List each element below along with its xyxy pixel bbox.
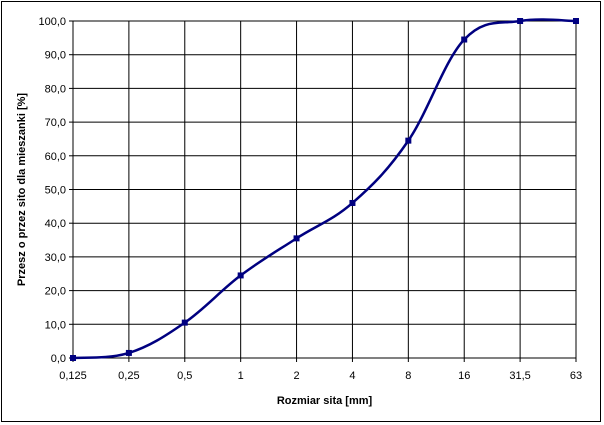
data-point-marker xyxy=(70,355,76,361)
series-line xyxy=(72,18,577,360)
data-point-marker xyxy=(461,36,468,43)
x-tick-label: 63 xyxy=(570,370,582,382)
x-tick-label: 31,5 xyxy=(509,370,530,382)
data-point-marker xyxy=(125,349,132,356)
y-tick-label: 30,0 xyxy=(45,252,66,264)
y-tick-label: 40,0 xyxy=(45,218,66,230)
y-tick-label: 60,0 xyxy=(45,151,66,163)
y-tick-label: 10,0 xyxy=(45,319,66,331)
x-tick-label: 0,125 xyxy=(59,370,87,382)
y-tick-label: 90,0 xyxy=(45,50,66,62)
data-point-marker xyxy=(181,319,188,326)
data-point-marker xyxy=(293,235,300,242)
x-axis-title: Rozmiar sita [mm] xyxy=(277,395,373,407)
x-tick-label: 0,25 xyxy=(118,370,139,382)
data-point-marker xyxy=(349,199,356,206)
x-tick-label: 4 xyxy=(349,370,355,382)
y-tick-label: 50,0 xyxy=(45,185,66,197)
data-point-marker xyxy=(573,18,579,24)
series-layer xyxy=(70,18,579,361)
x-tick-label: 16 xyxy=(458,370,470,382)
x-tick-label: 0,5 xyxy=(177,370,192,382)
y-tick-label: 100,0 xyxy=(38,16,66,28)
data-point-marker xyxy=(517,18,524,24)
y-tick-label: 70,0 xyxy=(45,117,66,129)
y-tick-label: 20,0 xyxy=(45,286,66,298)
data-point-marker xyxy=(405,137,412,144)
y-tick-label: 80,0 xyxy=(45,83,66,95)
y-axis-title: Przesz o przez sito dla mieszanki [%] xyxy=(16,93,28,287)
x-tick-label: 2 xyxy=(293,370,299,382)
y-tick-label: 0,0 xyxy=(51,353,66,365)
data-point-marker xyxy=(237,272,244,279)
x-tick-label: 1 xyxy=(238,370,244,382)
axis-ticks: 0,0 10,0 20,0 30,0 40,0 50,0 60,0 70,0 80,0 90,0 1… xyxy=(38,16,582,382)
grid-lines xyxy=(72,20,577,359)
x-tick-label: 8 xyxy=(405,370,411,382)
